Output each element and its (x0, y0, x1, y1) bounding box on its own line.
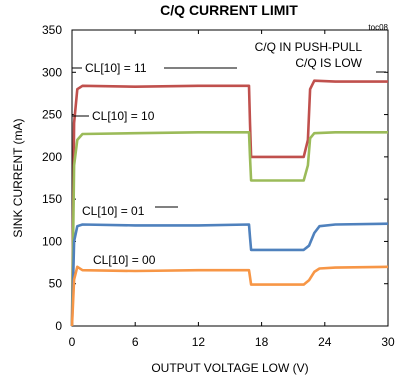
y-axis-label: SINK CURRENT (mA) (11, 118, 25, 237)
curve-label: CL[10] = 01 (82, 204, 145, 218)
chart-ref: toc08 (368, 23, 388, 32)
plot-frame (71, 29, 389, 327)
x-axis-label: OUTPUT VOLTAGE LOW (V) (151, 361, 308, 375)
y-tick-label: 300 (42, 65, 62, 79)
x-tick-label: 18 (255, 335, 269, 349)
x-tick-label: 30 (381, 335, 395, 349)
series-line (70, 79, 388, 327)
y-tick-label: 150 (42, 192, 62, 206)
annotation-line-1: C/Q IN PUSH-PULL (255, 40, 363, 54)
annotation-line-2: C/Q IS LOW (295, 56, 362, 70)
chart-title: C/Q CURRENT LIMIT (160, 2, 298, 18)
y-tick-label: 100 (42, 234, 62, 248)
x-tick-label: 12 (192, 335, 206, 349)
y-tick-label: 50 (49, 277, 63, 291)
series-line (70, 131, 388, 327)
series-line (70, 265, 389, 327)
curve-label: CL[10] = 10 (92, 109, 155, 123)
y-tick-label: 0 (55, 319, 62, 333)
series-line (70, 222, 389, 327)
y-tick-label: 200 (42, 150, 62, 164)
x-tick-label: 6 (132, 335, 139, 349)
curve-label: CL[10] = 00 (93, 253, 156, 267)
x-tick-label: 0 (69, 335, 76, 349)
series-lines (70, 79, 389, 327)
curve-label: CL[10] = 11 (85, 61, 147, 75)
x-tick-label: 24 (318, 335, 332, 349)
y-tick-label: 250 (42, 108, 62, 122)
y-tick-label: 350 (42, 23, 62, 37)
curve-labels: CL[10] = 11 CL[10] = 10 CL[10] = 01 CL[10] … (72, 61, 386, 267)
